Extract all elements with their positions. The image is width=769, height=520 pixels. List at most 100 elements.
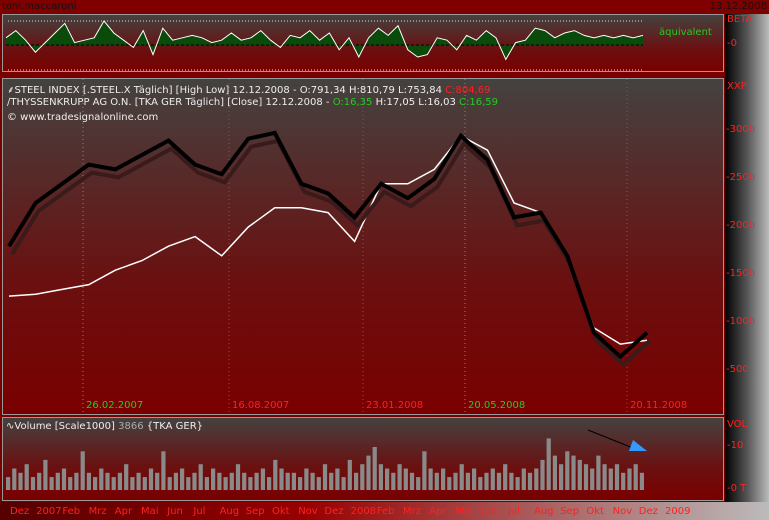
beta-zero-value: 0	[730, 38, 737, 49]
volume-bar	[347, 459, 352, 490]
volume-symbol: {TKA GER}	[146, 421, 203, 432]
month-label: Mai	[455, 506, 473, 517]
volume-bar	[173, 472, 179, 490]
volume-bar	[279, 468, 284, 490]
volume-bar	[43, 459, 48, 490]
volume-bar	[223, 477, 228, 490]
volume-bar	[155, 472, 160, 490]
month-label: Okt	[272, 506, 290, 517]
volume-bar	[521, 468, 526, 490]
volume-bar	[254, 472, 259, 490]
month-label: Jul	[507, 506, 520, 517]
volume-bar	[86, 472, 92, 490]
volume-bar	[527, 472, 533, 490]
volume-bar	[74, 472, 79, 490]
month-label: Okt	[586, 506, 604, 517]
volume-bar	[267, 477, 272, 490]
month-label: Aug	[219, 506, 240, 517]
volume-bar	[186, 477, 191, 490]
volume-bar	[465, 472, 471, 490]
volume-bar	[80, 451, 85, 490]
volume-bar	[316, 477, 321, 490]
volume-bar	[602, 464, 607, 490]
tka-open: O:16,35	[332, 97, 373, 108]
y-tick: -1500	[726, 268, 756, 279]
volume-bar	[459, 464, 464, 490]
volume-bar	[217, 472, 222, 490]
beta-area	[6, 21, 643, 60]
volume-bar	[61, 468, 67, 490]
volume-bar	[329, 472, 334, 490]
volume-bar	[161, 451, 166, 490]
volume-label: Volume [Scale1000]	[14, 421, 115, 432]
bar-chart-icon: ⸙	[7, 85, 15, 96]
volume-bar	[496, 472, 502, 490]
month-label: 2007	[36, 506, 62, 517]
steel-info: 12.12.2008 - O:791,34 H:810,79 L:753,84	[232, 85, 446, 96]
month-label: Sep	[245, 506, 265, 517]
legend-steel-index: ⸙STEEL INDEX [.STEEL.X Täglich] [High Lo…	[7, 82, 490, 96]
volume-bar	[229, 472, 234, 490]
volume-bar	[571, 455, 576, 490]
volume-bar	[341, 477, 346, 490]
vol-tick-0-text: 0 T	[730, 483, 747, 494]
volume-bar	[633, 464, 638, 490]
month-label: Apr	[114, 506, 133, 517]
volume-bar	[204, 477, 210, 490]
y-tick: -1000	[726, 316, 756, 327]
title-date: 13.12.2008	[709, 1, 767, 12]
volume-panel: ∿Volume [Scale1000] 3866 {TKA GER}	[2, 417, 724, 501]
steel-name: STEEL INDEX [.STEEL.X Täglich] [High Low…	[14, 85, 230, 96]
line-icon: ∿	[6, 421, 15, 432]
arrow-line	[587, 429, 634, 449]
arrow-icon	[629, 440, 647, 451]
volume-bar	[260, 468, 266, 490]
volume-bar	[12, 468, 17, 490]
series-steel-index	[7, 130, 649, 360]
main-axis-label: XXP	[727, 81, 747, 92]
volume-bar	[198, 464, 203, 490]
month-label: Mai	[141, 506, 159, 517]
marker-date: 20.05.2008	[468, 400, 526, 411]
volume-bar	[49, 477, 54, 490]
volume-bar	[117, 472, 123, 490]
main-chart-svg	[7, 79, 652, 414]
volume-bar	[434, 472, 439, 490]
volume-bar	[552, 455, 558, 490]
volume-bar	[304, 468, 309, 490]
month-label: 2008	[350, 506, 377, 517]
line-chart-icon: ∕	[7, 97, 11, 108]
volume-bar	[621, 472, 626, 490]
volume-bar	[428, 468, 433, 490]
title-bar: toni.maccaroni 13.12.2008	[0, 0, 769, 13]
volume-bar	[472, 468, 477, 490]
volume-bar	[192, 472, 197, 490]
volume-bar	[546, 438, 551, 490]
vol-axis-label: VOL	[727, 419, 748, 430]
volume-bar	[180, 468, 185, 490]
month-label: Aug	[534, 506, 554, 517]
marker-date: 16.08.2007	[232, 400, 290, 411]
volume-bar	[142, 477, 147, 490]
volume-bar	[608, 468, 613, 490]
volume-bar	[366, 455, 371, 490]
steel-shadow	[10, 138, 652, 368]
month-label: Apr	[429, 506, 447, 517]
beta-svg	[5, 20, 644, 71]
marker-date: 23.01.2008	[366, 400, 424, 411]
volume-bar	[130, 477, 135, 490]
volume-bar	[583, 464, 589, 490]
y-tick: -3000	[726, 124, 756, 135]
volume-bar	[509, 472, 514, 490]
volume-legend: ∿Volume [Scale1000] 3866 {TKA GER}	[6, 421, 203, 432]
volume-bar	[540, 459, 545, 490]
volume-bar	[565, 451, 570, 490]
month-label: Dez	[638, 506, 658, 517]
volume-bar	[211, 468, 216, 490]
volume-bar	[385, 468, 390, 490]
user-name: toni.maccaroni	[2, 1, 77, 12]
volume-bar	[391, 472, 396, 490]
month-label: 2009	[665, 506, 691, 517]
y-tick: -2000	[726, 220, 756, 231]
month-label: Sep	[560, 506, 580, 517]
